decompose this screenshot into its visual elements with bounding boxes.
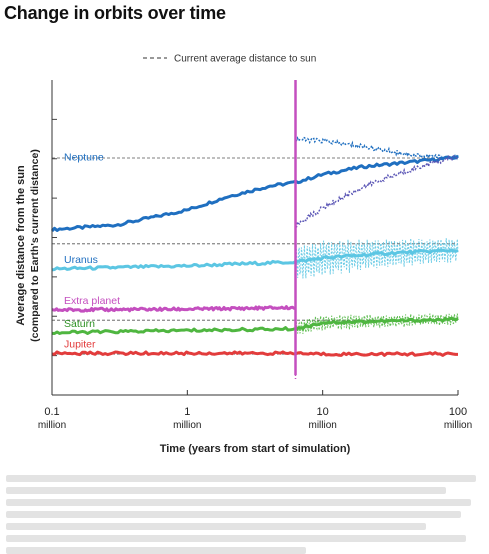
series-line-saturn [51, 316, 459, 335]
series-label-uranus: Uranus [64, 254, 98, 266]
legend-label: Current average distance to sun [174, 54, 316, 65]
caption-line [6, 499, 471, 506]
plot-area [52, 80, 458, 395]
caption-line [6, 535, 466, 542]
y-axis-subtitle: (compared to Earth's current distance) [29, 149, 41, 342]
x-tick-sublabel: million [308, 420, 336, 431]
x-tick-sublabel: million [444, 420, 472, 431]
x-tick-label: 0.1 [44, 406, 59, 418]
caption-line [6, 523, 426, 530]
orbit-chart: Current average distance to sun Neptune Ur… [15, 54, 472, 456]
series-label-neptune: Neptune [64, 152, 104, 164]
caption-line [6, 511, 461, 518]
series-oscillation-saturn [295, 313, 459, 334]
series-line-extra-planet [51, 305, 296, 313]
series-label-extra-planet: Extra planet [64, 295, 120, 307]
series-label-saturn: Saturn [64, 318, 95, 330]
series-line-uranus [51, 248, 459, 272]
y-axis-title: Average distance from the sun [15, 165, 27, 326]
caption-line [6, 475, 476, 482]
series-oscillation-uranus [295, 238, 459, 279]
series-line-jupiter [51, 350, 458, 357]
caption-line [6, 547, 306, 554]
x-axis-title: Time (years from start of simulation) [160, 443, 351, 455]
chart-title: Change in orbits over time [4, 3, 226, 23]
series-line-neptune [50, 154, 459, 233]
x-tick-label: 10 [317, 406, 329, 418]
caption-line [6, 487, 446, 494]
x-tick-label: 1 [184, 406, 190, 418]
caption-placeholder [0, 470, 489, 554]
series-label-jupiter: Jupiter [64, 338, 96, 350]
x-tick-label: 100 [449, 406, 467, 418]
neptune-lower-envelope [295, 154, 459, 228]
x-tick-sublabel: million [173, 420, 201, 431]
x-tick-sublabel: million [38, 420, 66, 431]
